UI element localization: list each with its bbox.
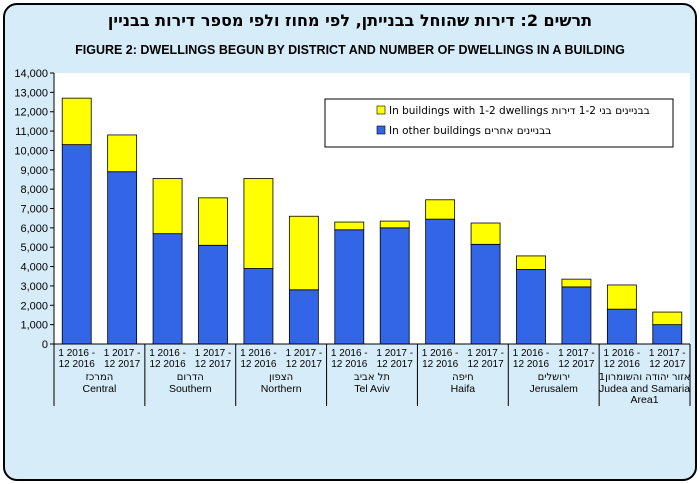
hebrew-title: תרשים 2: דירות שהוחל בבנייתן, לפי מחוז ו…: [107, 11, 593, 30]
y-tick-label: 0: [42, 339, 48, 351]
group-label-hebrew: הדרום: [177, 372, 204, 383]
bar-other-buildings: [152, 233, 183, 345]
x-category-label-line2: 12 2016: [604, 359, 641, 370]
y-tick-label: 1,000: [20, 320, 48, 332]
group-label-hebrew: המרכז: [86, 372, 114, 383]
x-category-label-line2: 12 2016: [331, 359, 368, 370]
x-category-label-line1: 1 2017 -: [467, 348, 504, 359]
bar-small-buildings: [470, 222, 501, 245]
legend-label-other-buildings: In other buildings בבניינים אחרים: [389, 125, 551, 137]
group-label-english: Northern: [261, 383, 302, 395]
x-category-label-line1: 1 2017 -: [376, 348, 413, 359]
bar-small-buildings: [61, 97, 92, 146]
x-category-label-line2: 12 2017: [377, 359, 414, 370]
group-label-english: Jerusalem: [529, 383, 578, 395]
x-category-label-line1: 1 2016 -: [240, 348, 277, 359]
group-label-english: Tel Aviv: [354, 383, 390, 395]
y-tick-label: 7,000: [20, 204, 48, 216]
x-category-label-line2: 12 2016: [59, 359, 96, 370]
x-category-label-line1: 1 2016 -: [422, 348, 459, 359]
x-category-label-line1: 1 2016 -: [149, 348, 186, 359]
x-category-label-line1: 1 2016 -: [331, 348, 368, 359]
y-tick-label: 9,000: [20, 165, 48, 177]
x-category-label-line1: 1 2016 -: [513, 348, 550, 359]
bar-small-buildings: [243, 178, 274, 269]
x-category-label-line2: 12 2017: [649, 359, 686, 370]
x-category-label-line2: 12 2016: [149, 359, 186, 370]
chart-frame: תרשים 2: דירות שהוחל בבנייתן, לפי מחוז ו…: [3, 3, 697, 481]
y-tick-label: 2,000: [20, 300, 48, 312]
bar-other-buildings: [379, 227, 410, 345]
y-tick-label: 12,000: [14, 107, 48, 119]
x-category-label-line2: 12 2017: [467, 359, 504, 370]
bar-other-buildings: [288, 289, 319, 345]
legend-label-small-buildings: In buildings with 1-2 dwellings בבניינים…: [389, 105, 650, 117]
group-label-english: Judea and Samaria: [599, 383, 690, 395]
bar-small-buildings: [198, 197, 228, 246]
legend-swatch-small-buildings: [376, 105, 386, 115]
bar-small-buildings: [379, 220, 410, 229]
y-tick-label: 3,000: [20, 281, 48, 293]
x-category-label-line2: 12 2016: [513, 359, 550, 370]
bar-small-buildings: [107, 134, 138, 173]
bar-other-buildings: [561, 286, 592, 345]
group-label-hebrew: אזור יהודה והשומרון1: [599, 372, 691, 383]
chart-svg: 0 1,000 2,000 3,000 4,000 5,000 6,000 7,000 8,00…: [14, 68, 691, 406]
y-tick-label: 11,000: [15, 126, 48, 138]
x-category-label-line1: 1 2016 -: [604, 348, 641, 359]
x-category-label-line2: 12 2017: [558, 359, 595, 370]
bar-other-buildings: [334, 229, 365, 345]
y-tick-label: 10,000: [14, 145, 48, 157]
x-category-label-line1: 1 2017 -: [104, 348, 141, 359]
y-tick-label: 13,000: [14, 87, 48, 99]
bar-small-buildings: [652, 311, 683, 326]
bar-other-buildings: [243, 268, 274, 345]
group-label-english-cont: Area1: [631, 394, 659, 406]
x-category-label-line1: 1 2017 -: [558, 348, 595, 359]
bar-other-buildings: [516, 269, 546, 345]
bar-other-buildings: [107, 171, 138, 345]
group-label-hebrew: ירושלים: [538, 372, 570, 383]
x-category-label-line2: 12 2016: [422, 359, 459, 370]
bar-small-buildings: [334, 221, 365, 231]
x-category-label-line1: 1 2017 -: [195, 348, 232, 359]
x-category-label-line2: 12 2017: [286, 359, 323, 370]
y-tick-label: 6,000: [20, 223, 48, 235]
x-category-label-line2: 12 2017: [104, 359, 141, 370]
legend-swatch-other-buildings: [376, 125, 386, 135]
group-label-hebrew: הצפון: [269, 372, 293, 383]
group-label-hebrew: תל אביב: [354, 372, 390, 383]
bar-other-buildings: [61, 144, 92, 345]
bar-small-buildings: [425, 199, 456, 220]
group-label-hebrew: חיפה: [452, 372, 474, 383]
legend-box: [324, 98, 674, 148]
bar-other-buildings: [425, 218, 456, 345]
x-category-label-line1: 1 2017 -: [649, 348, 686, 359]
bar-small-buildings: [561, 278, 592, 288]
x-category-label-line2: 12 2016: [240, 359, 277, 370]
group-label-english: Haifa: [451, 383, 476, 395]
y-tick-label: 8,000: [20, 184, 48, 196]
group-label-english: Southern: [169, 383, 212, 395]
x-category-label-line1: 1 2016 -: [58, 348, 95, 359]
bar-other-buildings: [652, 324, 683, 345]
y-tick-label: 4,000: [20, 262, 48, 274]
x-category-label-line1: 1 2017 -: [286, 348, 323, 359]
chart-title: FIGURE 2: DWELLINGS BEGUN BY DISTRICT AN…: [75, 43, 625, 57]
bar-other-buildings: [198, 244, 228, 345]
x-category-label-line2: 12 2017: [195, 359, 232, 370]
bar-other-buildings: [470, 243, 501, 345]
bar-small-buildings: [606, 284, 637, 310]
bar-small-buildings: [516, 255, 546, 270]
bar-small-buildings: [152, 178, 183, 235]
group-label-english: Central: [82, 383, 116, 395]
bar-small-buildings: [288, 215, 319, 291]
bar-other-buildings: [606, 308, 637, 345]
y-tick-label: 5,000: [20, 242, 48, 254]
y-tick-label: 14,000: [14, 68, 48, 80]
